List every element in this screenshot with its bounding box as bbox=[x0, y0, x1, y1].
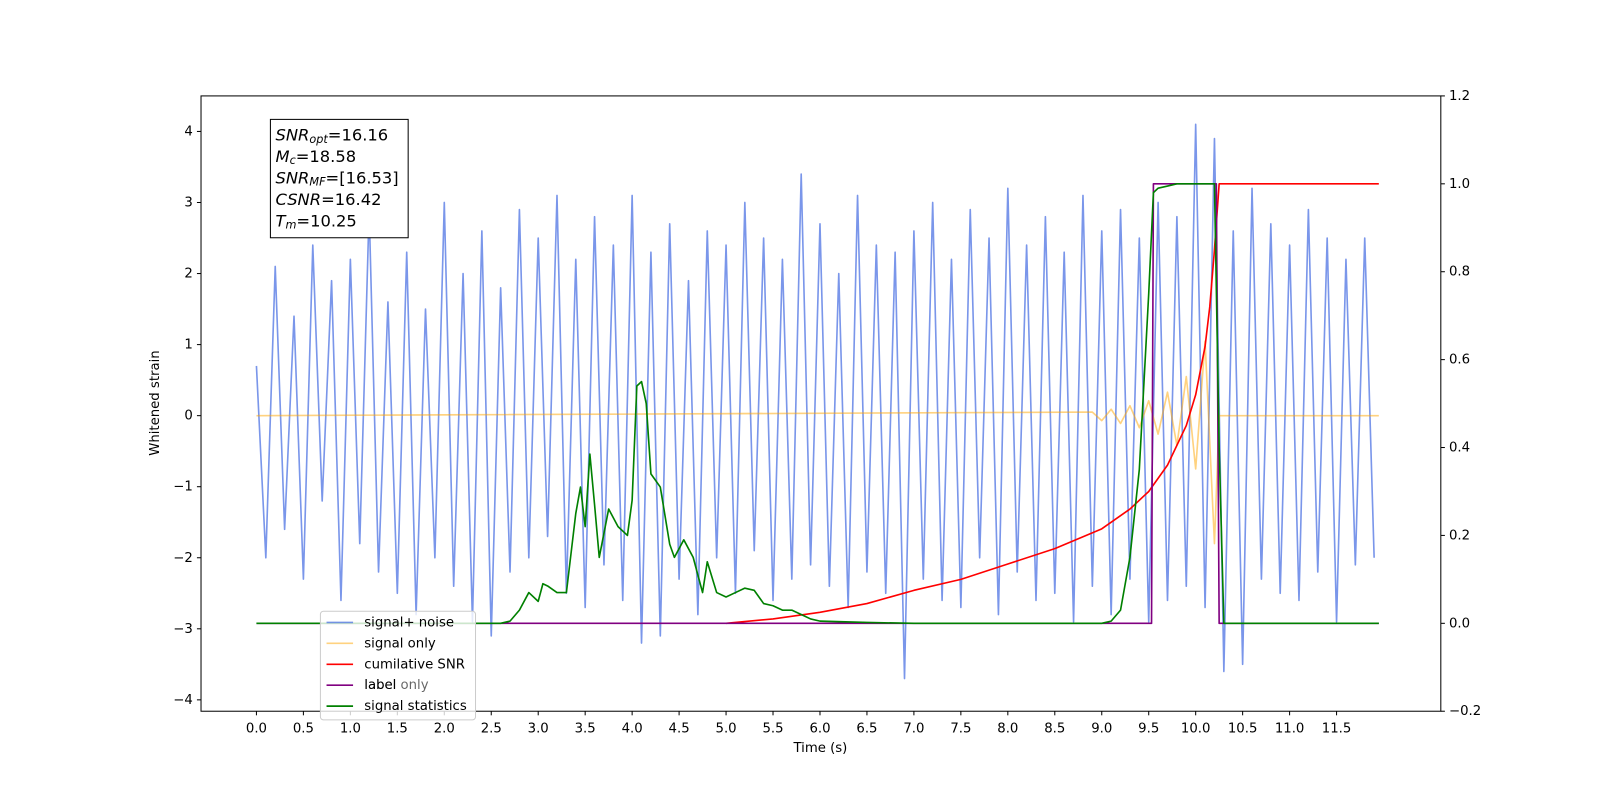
y-axis-label: Whitened strain bbox=[148, 350, 163, 455]
y2-tick-label: 1.0 bbox=[1449, 177, 1470, 192]
legend-label: signal+ noise bbox=[364, 615, 454, 630]
x-tick-label: 10.5 bbox=[1228, 722, 1258, 737]
annotation-sub: opt bbox=[309, 133, 328, 146]
series-line bbox=[256, 182, 1379, 625]
series-line bbox=[725, 182, 1379, 625]
y2-tick-label: 1.2 bbox=[1449, 89, 1470, 104]
annotation-value: =16.16 bbox=[328, 125, 388, 144]
annotation-sub: m bbox=[285, 219, 296, 232]
annotation: SNRopt=16.16Mc=18.58SNRMF=[16.53]CSNR=16… bbox=[269, 118, 409, 239]
legend-label: label bbox=[364, 678, 396, 693]
y-tick-label: −2 bbox=[173, 551, 193, 566]
y2-tick-label: 0.0 bbox=[1449, 616, 1470, 631]
annotation-line: Tm=10.25 bbox=[276, 211, 357, 232]
y2-tick-label: 0.8 bbox=[1449, 265, 1470, 280]
y-tick-label: 3 bbox=[184, 195, 192, 210]
x-tick-label: 0.5 bbox=[293, 722, 314, 737]
x-tick-label: 8.5 bbox=[1044, 722, 1065, 737]
x-tick-label: 0.0 bbox=[246, 722, 267, 737]
y-tick-label: 4 bbox=[184, 124, 192, 139]
x-tick-label: 3.0 bbox=[528, 722, 549, 737]
plot-area bbox=[255, 123, 1379, 680]
annotation-name: CSNR bbox=[276, 190, 322, 209]
series-line bbox=[255, 123, 1375, 680]
y-tick-label: −4 bbox=[173, 693, 193, 708]
y-tick-label: 1 bbox=[184, 338, 192, 353]
annotation-line: SNRMF=[16.53] bbox=[276, 168, 399, 189]
annotation-name: M bbox=[276, 147, 290, 166]
annotation-line: CSNR=16.42 bbox=[276, 190, 382, 209]
series-line bbox=[256, 340, 1379, 545]
annotation-line: SNRopt=16.16 bbox=[276, 125, 389, 146]
x-tick-label: 8.0 bbox=[997, 722, 1018, 737]
x-tick-label: 6.5 bbox=[856, 722, 877, 737]
x-tick-label: 4.5 bbox=[669, 722, 690, 737]
x-tick-label: 4.0 bbox=[622, 722, 643, 737]
x-tick-label: 11.0 bbox=[1275, 722, 1305, 737]
y2-tick-label: −0.2 bbox=[1449, 704, 1481, 719]
annotation-name: T bbox=[276, 211, 288, 230]
legend-label: signal only bbox=[364, 636, 436, 651]
x-tick-label: 6.0 bbox=[809, 722, 830, 737]
x-tick-label: 10.0 bbox=[1181, 722, 1211, 737]
legend-box bbox=[319, 610, 477, 721]
legend: signal+ noise signal only cumilative SNR la… bbox=[319, 610, 477, 721]
x-tick-label: 5.5 bbox=[762, 722, 783, 737]
x-axis-label: Time (s) bbox=[792, 741, 847, 756]
annotation-value: =10.25 bbox=[296, 211, 356, 230]
x-tick-label: 11.5 bbox=[1322, 722, 1352, 737]
legend-label: signal statistics bbox=[364, 699, 467, 714]
legend-label: cumilative SNR bbox=[364, 657, 465, 672]
series-line bbox=[256, 182, 1379, 625]
x-tick-label: 7.0 bbox=[903, 722, 924, 737]
y-tick-label: −3 bbox=[173, 622, 193, 637]
annotation-box bbox=[269, 118, 409, 239]
annotation-line: Mc=18.58 bbox=[276, 147, 357, 168]
annotation-value: =18.58 bbox=[296, 147, 356, 166]
axes-frame bbox=[200, 95, 1442, 712]
annotation-sub: c bbox=[290, 154, 297, 167]
y2-tick-label: 0.4 bbox=[1449, 441, 1470, 456]
x-tick-label: 9.5 bbox=[1138, 722, 1159, 737]
y-tick-label: −1 bbox=[173, 480, 193, 495]
x-tick-label: 1.0 bbox=[340, 722, 361, 737]
annotation-value: =16.42 bbox=[321, 190, 381, 209]
x-tick-label: 1.5 bbox=[387, 722, 408, 737]
x-tick-label: 9.0 bbox=[1091, 722, 1112, 737]
x-tick-label: 3.5 bbox=[575, 722, 596, 737]
annotation-value: =[16.53] bbox=[326, 168, 399, 187]
y-tick-label: 2 bbox=[184, 267, 192, 282]
legend-label-faded: label only bbox=[364, 678, 428, 693]
annotation-name: SNR bbox=[276, 125, 310, 144]
y-tick-label: 0 bbox=[184, 409, 192, 424]
y2-tick-label: 0.2 bbox=[1449, 528, 1470, 543]
x-tick-label: 5.0 bbox=[716, 722, 737, 737]
x-tick-label: 2.5 bbox=[481, 722, 502, 737]
annotation-sub: MF bbox=[309, 176, 326, 189]
y2-tick-label: 0.6 bbox=[1449, 353, 1470, 368]
x-tick-label: 7.5 bbox=[950, 722, 971, 737]
x-tick-label: 2.0 bbox=[434, 722, 455, 737]
annotation-name: SNR bbox=[276, 168, 310, 187]
